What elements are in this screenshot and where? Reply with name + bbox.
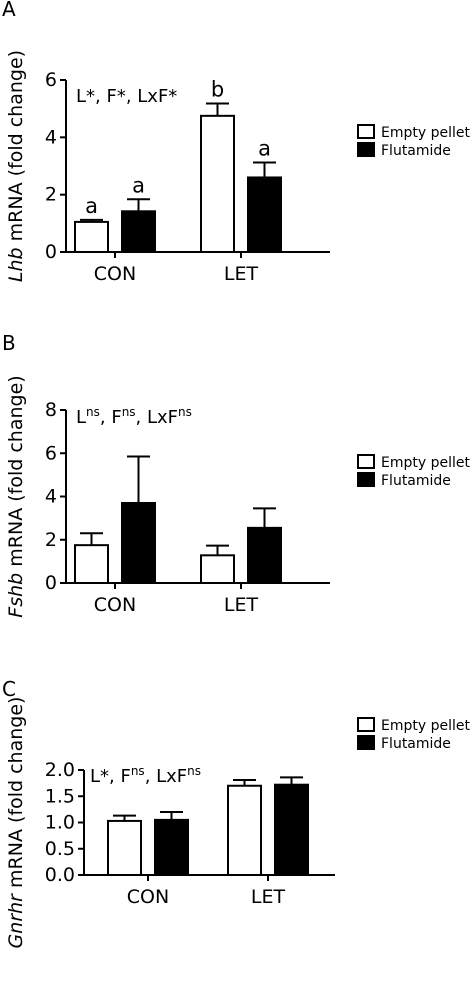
y-tick-label: 6: [45, 69, 57, 91]
y-tick-label: 2: [45, 184, 57, 206]
bar-empty-pellet-let: [200, 554, 235, 585]
significance-letter: b: [211, 78, 224, 102]
significance-letter: a: [132, 173, 145, 197]
y-axis-label-gene: Lhb: [5, 247, 27, 282]
bar-empty-pellet-let: [200, 114, 235, 254]
legend-label-flutamide: Flutamide: [381, 473, 451, 489]
x-category-label: CON: [94, 263, 136, 285]
x-category-label: CON: [94, 594, 136, 616]
legend-label-empty-pellet: Empty pellet: [381, 125, 470, 141]
bar-flutamide-let: [274, 783, 309, 877]
legend-swatch-flutamide: [357, 142, 375, 157]
stats-annotation: Lns, Fns, LxFns: [76, 405, 192, 428]
legend-label-empty-pellet: Empty pellet: [381, 718, 470, 734]
y-tick-label: 0: [45, 241, 57, 263]
x-category-label: LET: [224, 263, 259, 285]
y-axis-label: Fshb mRNA (fold change): [5, 375, 27, 617]
stats-superscript: ns: [131, 764, 145, 778]
x-category-label: LET: [251, 886, 286, 908]
bar-empty-pellet-con: [107, 819, 142, 876]
legend-label-flutamide: Flutamide: [381, 143, 451, 159]
y-tick-label: 0.5: [45, 838, 75, 860]
panel-letter: C: [2, 677, 16, 701]
bar-empty-pellet-let: [227, 784, 262, 876]
legend-swatch-flutamide: [357, 472, 375, 487]
y-tick-label: 4: [45, 126, 57, 148]
y-axis-label-gene: Fshb: [5, 573, 27, 618]
y-tick-label: 0: [45, 572, 57, 594]
significance-letter: a: [258, 137, 271, 161]
legend-swatch-empty-pellet: [357, 717, 375, 732]
bar-flutamide-let: [247, 526, 282, 585]
legend-swatch-empty-pellet: [357, 454, 375, 469]
stats-annotation: L*, Fns, LxFns: [90, 764, 201, 787]
y-tick-label: 1.0: [45, 812, 75, 834]
y-tick-label: 8: [45, 399, 57, 421]
legend-swatch-empty-pellet: [357, 124, 375, 139]
bar-flutamide-con: [154, 818, 189, 876]
legend-swatch-flutamide: [357, 735, 375, 750]
y-axis-label-rest: mRNA (fold change): [5, 50, 27, 247]
y-tick-label: 2.0: [45, 759, 75, 781]
y-axis-label-gene: Gnrhr: [5, 893, 27, 949]
stats-text: , LxF: [145, 766, 187, 787]
legend-label-flutamide: Flutamide: [381, 736, 451, 752]
stats-superscript: ns: [86, 405, 100, 419]
stats-text: L: [76, 407, 86, 428]
panel-letter: A: [2, 0, 16, 21]
stats-superscript: ns: [187, 764, 201, 778]
stats-text: L*, F: [90, 766, 131, 787]
stats-annotation: L*, F*, LxF*: [76, 86, 177, 107]
y-axis-label-rest: mRNA (fold change): [5, 375, 27, 572]
chart-panel-a: A Lhb mRNA (fold change) 0 2 4 6 CON a a LET b a L*,…: [2, 0, 470, 285]
y-axis-label: Gnrhr mRNA (fold change): [5, 697, 27, 949]
x-category-label: LET: [224, 594, 259, 616]
y-tick-label: 2: [45, 529, 57, 551]
x-category-label: CON: [127, 886, 169, 908]
stats-text: , LxF: [136, 407, 178, 428]
bar-flutamide-con: [121, 210, 156, 253]
y-tick-label: 4: [45, 486, 57, 508]
legend-label-empty-pellet: Empty pellet: [381, 455, 470, 471]
panel-letter: B: [2, 331, 16, 355]
y-axis-label-rest: mRNA (fold change): [5, 697, 27, 894]
significance-letter: a: [85, 194, 98, 218]
bar-flutamide-con: [121, 501, 156, 584]
stats-text: L*, F*, LxF*: [76, 86, 177, 107]
stats-text: , F: [100, 407, 122, 428]
bar-flutamide-let: [247, 176, 282, 253]
y-axis-label: Lhb mRNA (fold change): [5, 50, 27, 282]
bar-empty-pellet-con: [74, 220, 109, 253]
stats-superscript: ns: [178, 405, 192, 419]
bar-empty-pellet-con: [74, 544, 109, 584]
y-tick-label: 1.5: [45, 785, 75, 807]
y-tick-label: 6: [45, 442, 57, 464]
stats-superscript: ns: [122, 405, 136, 419]
y-tick-label: 0.0: [45, 864, 75, 886]
